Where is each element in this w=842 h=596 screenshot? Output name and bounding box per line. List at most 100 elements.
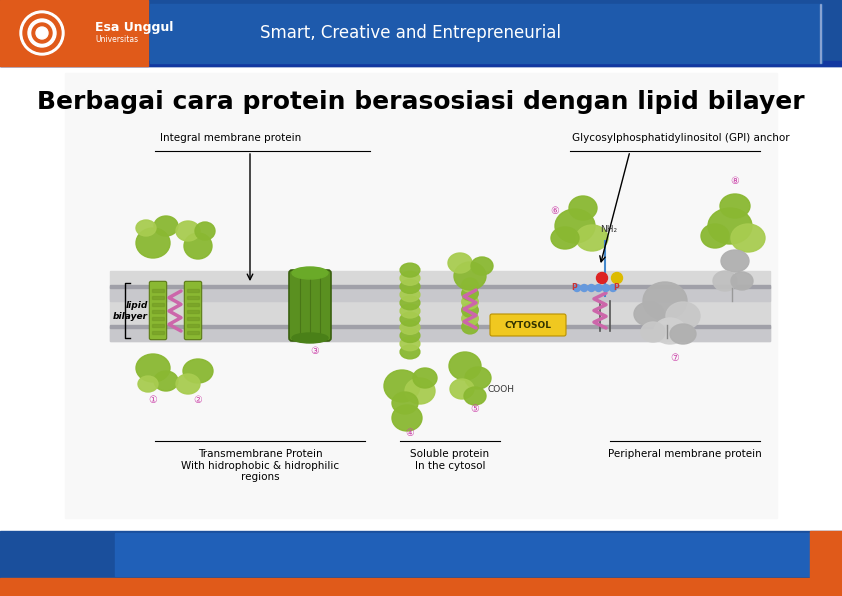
Ellipse shape — [136, 220, 156, 236]
Ellipse shape — [292, 267, 328, 279]
Text: Transmembrane Protein
With hidrophobic & hidrophilic
regions: Transmembrane Protein With hidrophobic &… — [181, 449, 339, 482]
Bar — [152, 303, 164, 306]
Text: ⑦: ⑦ — [670, 353, 679, 363]
Bar — [152, 289, 164, 292]
Bar — [152, 296, 164, 299]
Circle shape — [28, 19, 56, 47]
Ellipse shape — [551, 227, 579, 249]
Bar — [152, 317, 164, 320]
Bar — [0, 61, 842, 66]
Text: ⑥: ⑥ — [551, 206, 559, 216]
Ellipse shape — [720, 194, 750, 218]
Text: ④: ④ — [406, 428, 414, 438]
Ellipse shape — [461, 287, 478, 300]
Ellipse shape — [183, 359, 213, 383]
Bar — [110, 285, 770, 288]
Bar — [187, 310, 199, 313]
Ellipse shape — [576, 225, 608, 251]
Ellipse shape — [138, 376, 158, 392]
Ellipse shape — [176, 221, 200, 241]
Bar — [820, 4, 821, 63]
Text: COOH: COOH — [488, 384, 515, 393]
Text: Glycosylphosphatidylinositol (GPI) anchor: Glycosylphosphatidylinositol (GPI) ancho… — [572, 133, 790, 143]
Ellipse shape — [555, 209, 595, 243]
Circle shape — [611, 272, 622, 284]
Ellipse shape — [400, 280, 420, 293]
FancyBboxPatch shape — [184, 281, 202, 340]
Ellipse shape — [400, 304, 420, 318]
Ellipse shape — [634, 302, 664, 326]
Ellipse shape — [666, 302, 700, 330]
Text: Esa Unggul: Esa Unggul — [95, 21, 173, 35]
Ellipse shape — [136, 228, 170, 258]
Circle shape — [602, 284, 610, 291]
Ellipse shape — [400, 337, 420, 350]
Ellipse shape — [392, 392, 418, 414]
Bar — [187, 317, 199, 320]
Text: Universitas: Universitas — [95, 36, 138, 45]
Circle shape — [32, 23, 52, 43]
Circle shape — [573, 284, 580, 291]
Text: Berbagai cara protein berasosiasi dengan lipid bilayer: Berbagai cara protein berasosiasi dengan… — [37, 90, 805, 114]
Text: Smart, Creative and Entrepreneurial: Smart, Creative and Entrepreneurial — [260, 24, 561, 42]
Ellipse shape — [701, 224, 729, 248]
Bar — [810, 531, 842, 578]
FancyBboxPatch shape — [490, 314, 566, 336]
Circle shape — [36, 27, 48, 39]
Bar — [115, 533, 810, 576]
Bar — [187, 296, 199, 299]
Ellipse shape — [154, 216, 178, 236]
Ellipse shape — [641, 322, 665, 342]
Bar — [110, 271, 770, 341]
Ellipse shape — [731, 272, 753, 290]
Ellipse shape — [461, 312, 478, 325]
Text: Peripheral membrane protein: Peripheral membrane protein — [608, 449, 762, 459]
Bar — [187, 303, 199, 306]
Ellipse shape — [461, 295, 478, 309]
Bar — [152, 331, 164, 334]
Circle shape — [610, 284, 616, 291]
Text: ①: ① — [149, 395, 157, 405]
Ellipse shape — [400, 321, 420, 334]
Bar — [65, 73, 777, 518]
Ellipse shape — [400, 328, 420, 343]
Text: ⑤: ⑤ — [471, 404, 479, 414]
Bar — [110, 326, 770, 341]
Ellipse shape — [450, 379, 474, 399]
Ellipse shape — [643, 282, 687, 320]
Bar — [187, 324, 199, 327]
Bar — [0, 0, 842, 66]
Text: P: P — [571, 284, 577, 293]
Text: P: P — [613, 284, 619, 293]
Ellipse shape — [461, 303, 478, 317]
Bar — [152, 324, 164, 327]
Bar — [110, 286, 770, 301]
Ellipse shape — [731, 224, 765, 252]
Text: Soluble protein
In the cytosol: Soluble protein In the cytosol — [410, 449, 489, 471]
Ellipse shape — [454, 262, 486, 290]
Circle shape — [39, 30, 45, 36]
Bar — [110, 325, 770, 328]
Ellipse shape — [713, 271, 737, 291]
Ellipse shape — [654, 318, 686, 344]
Bar — [0, 531, 842, 578]
Ellipse shape — [400, 288, 420, 302]
Bar — [187, 331, 199, 334]
Ellipse shape — [471, 257, 493, 275]
Ellipse shape — [670, 324, 696, 344]
Ellipse shape — [384, 370, 420, 402]
Ellipse shape — [464, 387, 486, 405]
Circle shape — [20, 11, 64, 55]
Ellipse shape — [721, 250, 749, 272]
Ellipse shape — [569, 196, 597, 220]
Ellipse shape — [448, 253, 472, 273]
Text: ②: ② — [194, 395, 202, 405]
Ellipse shape — [184, 233, 212, 259]
Text: NH₂: NH₂ — [600, 225, 617, 234]
Ellipse shape — [400, 345, 420, 359]
Ellipse shape — [405, 378, 435, 404]
Ellipse shape — [413, 368, 437, 388]
Circle shape — [596, 272, 607, 284]
Bar — [152, 310, 164, 313]
Bar — [150, 4, 822, 63]
